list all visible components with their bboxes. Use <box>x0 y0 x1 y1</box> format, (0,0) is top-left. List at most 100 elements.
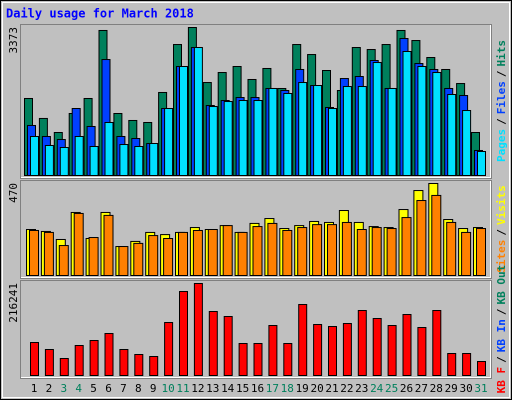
bar <box>133 242 144 276</box>
bar <box>447 353 457 377</box>
bar <box>328 107 337 176</box>
y-tick-label: 216241 <box>7 283 20 323</box>
legend: KB F / KB In / KB Out <box>495 265 508 394</box>
x-tick-label: 25 <box>385 382 398 395</box>
legend-entry: KB In <box>495 319 508 352</box>
bar <box>44 144 54 176</box>
bar <box>387 87 397 176</box>
x-tick-label: 16 <box>251 382 264 395</box>
bar <box>119 349 129 377</box>
bar <box>44 349 54 377</box>
bar <box>356 229 367 276</box>
bar <box>432 72 442 176</box>
legend-entry: Files <box>495 81 508 114</box>
bar <box>89 145 99 176</box>
bar <box>328 326 337 376</box>
bar <box>372 62 382 176</box>
bar <box>342 323 352 376</box>
bar <box>134 354 144 376</box>
bar <box>282 229 293 277</box>
x-tick-label: 3 <box>60 382 67 395</box>
bar <box>207 229 218 276</box>
bar <box>237 231 248 277</box>
bar <box>342 86 352 176</box>
bar <box>103 214 114 277</box>
bar <box>416 200 427 276</box>
bar <box>402 51 412 177</box>
bar <box>313 324 323 377</box>
bar <box>252 226 263 276</box>
bar <box>297 227 308 277</box>
bar <box>119 144 129 176</box>
bar <box>371 227 382 277</box>
bar <box>104 121 114 176</box>
legend-separator: / <box>495 229 508 236</box>
bar <box>29 229 39 277</box>
x-tick-label: 22 <box>340 382 353 395</box>
bar <box>387 325 397 377</box>
bar <box>178 231 188 277</box>
bar <box>179 66 188 176</box>
bar <box>192 229 203 277</box>
x-tick-label: 13 <box>206 382 219 395</box>
bar <box>74 135 84 176</box>
bar <box>476 228 486 276</box>
x-tick-label: 17 <box>266 382 279 395</box>
y-tick-label: 470 <box>7 183 20 203</box>
bar <box>104 333 114 376</box>
x-tick-label: 18 <box>281 382 294 395</box>
bar <box>462 353 472 377</box>
x-tick-label: 23 <box>355 382 368 395</box>
bar <box>267 222 278 276</box>
bar <box>462 110 472 176</box>
bar <box>30 135 39 176</box>
bar <box>372 318 382 376</box>
legend-separator: / <box>495 308 508 315</box>
x-tick-label: 6 <box>105 382 112 395</box>
x-tick-label: 2 <box>46 382 53 395</box>
legend-entry: Visits <box>495 185 508 225</box>
bar <box>164 107 174 176</box>
bar <box>74 345 84 376</box>
bar <box>341 221 352 276</box>
bar <box>208 106 218 176</box>
bar <box>89 340 99 376</box>
bar <box>401 217 412 276</box>
bar <box>357 310 367 377</box>
x-tick-label: 7 <box>120 382 127 395</box>
x-tick-label: 31 <box>474 382 487 395</box>
bar <box>447 94 457 176</box>
bar <box>268 87 278 176</box>
bar <box>43 231 54 277</box>
x-tick-label: 21 <box>325 382 338 395</box>
bar <box>253 343 263 377</box>
bar <box>268 325 278 377</box>
x-tick-label: 19 <box>296 382 309 395</box>
bar <box>30 342 39 376</box>
chart-title: Daily usage for March 2018 <box>6 7 194 21</box>
x-tick-label: 30 <box>459 382 472 395</box>
bar <box>223 101 233 176</box>
legend-entry: Pages <box>495 129 508 162</box>
bar <box>163 238 174 276</box>
bar <box>312 224 323 276</box>
bar <box>179 291 188 376</box>
x-tick-label: 10 <box>161 382 174 395</box>
x-tick-label: 20 <box>310 382 323 395</box>
bar <box>402 314 412 376</box>
bar <box>222 225 233 277</box>
bar <box>208 311 218 377</box>
bar <box>223 316 233 377</box>
bar <box>59 147 69 177</box>
x-tick-label: 5 <box>90 382 97 395</box>
x-tick-label: 14 <box>221 382 235 395</box>
x-tick-label: 29 <box>445 382 458 395</box>
x-tick-label: 1 <box>31 382 38 395</box>
bar <box>193 47 203 176</box>
bar <box>149 356 159 376</box>
x-tick-label: 15 <box>236 382 249 395</box>
bar <box>357 86 367 176</box>
bar <box>193 283 203 376</box>
bar <box>238 100 248 176</box>
